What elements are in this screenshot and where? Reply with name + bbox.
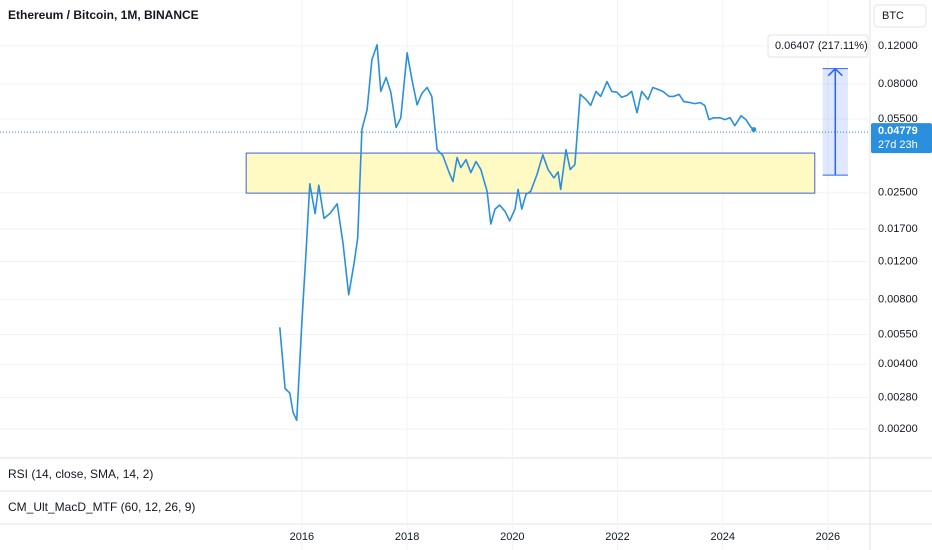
last-point: [751, 127, 757, 133]
measure-arrowhead: [827, 67, 843, 77]
y-tick-label: 0.00200: [878, 423, 918, 435]
currency-label[interactable]: BTC: [882, 10, 904, 22]
x-tick-label: 2016: [290, 531, 314, 543]
last-price-label: 0.04779: [878, 125, 918, 137]
currency-button[interactable]: [873, 4, 927, 28]
y-tick-label: 0.00400: [878, 358, 918, 370]
measure-label: 0.06407 (217.11%) 6: [775, 40, 877, 52]
x-tick-label: 2022: [605, 531, 629, 543]
last-price-box: [871, 123, 932, 154]
y-tick-label: 0.00550: [878, 328, 918, 340]
y-tick-label: 0.00800: [878, 293, 918, 305]
y-tick-label: 0.02500: [878, 187, 918, 199]
x-tick-label: 2018: [395, 531, 419, 543]
chart-title: Ethereum / Bitcoin, 1M, BINANCE: [8, 8, 199, 22]
y-tick-label: 0.00280: [878, 392, 918, 404]
y-tick-label: 0.01700: [878, 223, 918, 235]
measure-label-box: [767, 34, 869, 58]
indicator-label: CM_Ult_MacD_MTF (60, 12, 26, 9): [8, 500, 195, 514]
zone: [245, 152, 816, 194]
x-tick-label: 2020: [500, 531, 524, 543]
y-tick-label: 0.12000: [878, 40, 918, 52]
x-tick-label: 2024: [710, 531, 734, 543]
y-tick-label: 0.05500: [878, 113, 918, 125]
price-line: [279, 44, 755, 422]
indicator-label: RSI (14, close, SMA, 14, 2): [8, 467, 153, 481]
y-tick-label: 0.01200: [878, 255, 918, 267]
countdown-label: 27d 23h: [878, 139, 918, 151]
x-tick-label: 2026: [816, 531, 840, 543]
y-tick-label: 0.08000: [878, 78, 918, 90]
